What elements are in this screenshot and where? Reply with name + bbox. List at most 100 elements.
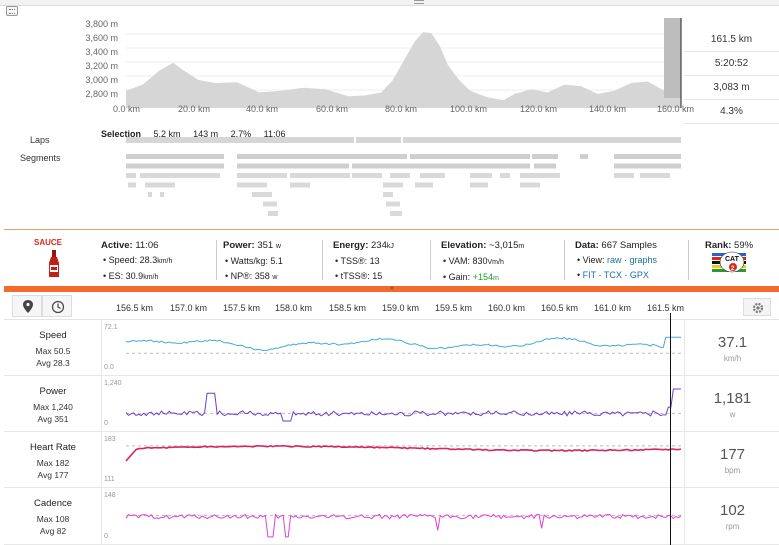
time-axis-button[interactable] <box>42 295 72 317</box>
elev-x-tick: 20.0 km <box>178 104 211 114</box>
selection-highlight <box>664 18 681 98</box>
fit-export-link[interactable]: FIT <box>582 270 596 280</box>
view-raw-link[interactable]: raw <box>607 255 622 265</box>
data-value: 667 Samples <box>601 240 657 251</box>
drag-handle-icon[interactable] <box>414 0 424 4</box>
segment-bar <box>290 182 310 188</box>
chart-title: Speed <box>39 330 67 341</box>
energy-value: 234 <box>371 240 387 251</box>
chart-avg: Avg 82 <box>39 526 67 536</box>
speed-unit: km/h <box>157 258 173 265</box>
view-graphs-link[interactable]: graphs <box>629 255 658 265</box>
segment-bar <box>470 173 492 178</box>
wkg-stat: • Watts/kg: 5.1 <box>225 256 283 266</box>
elev-y-tick: 3,600 m <box>85 33 118 43</box>
gpx-export-link[interactable]: GPX <box>629 270 649 280</box>
gear-icon <box>752 302 764 314</box>
chart-scale-min: 0 <box>104 420 108 427</box>
panel-divider[interactable]: » <box>4 285 779 292</box>
chart-title: Cadence <box>33 498 73 509</box>
tss-stat: • TSS®: 13 <box>335 256 380 266</box>
keyboard-icon[interactable] <box>6 6 18 16</box>
chart-max: Max 108 <box>36 514 70 524</box>
chart-unit: km/h <box>723 354 742 363</box>
graph-x-tick: 159.5 km <box>435 303 473 313</box>
chart-line <box>125 388 681 422</box>
segment-bar <box>614 154 681 159</box>
energy-unit: kJ <box>386 243 394 250</box>
settings-button[interactable] <box>743 298 771 316</box>
chart-label: Heart Rate Max 182 Avg 177 <box>4 432 102 487</box>
elev-unit: m <box>518 243 525 250</box>
chart-line <box>125 444 682 462</box>
graph-x-tick: 156.5 km <box>116 303 154 313</box>
sauce-bottle-icon <box>49 250 59 277</box>
elev-x-tick: 100.0 km <box>450 104 488 114</box>
stat-time: 5:20:52 <box>684 52 779 76</box>
activity-summary: SAUCE Active: 11:06 • Speed: 28.3km/h • … <box>4 229 779 286</box>
chart-scale-max: 183 <box>104 436 116 443</box>
clock-icon <box>51 300 65 314</box>
sauce-logo: SAUCE <box>34 238 63 247</box>
chart-scale-min: 0.0 <box>104 364 114 371</box>
chart-value: 177 <box>719 446 746 463</box>
rank-label: Rank: <box>705 240 732 251</box>
segment-bar <box>470 182 488 188</box>
chart-avg: Avg 28.3 <box>36 358 70 368</box>
segment-bar <box>390 173 410 178</box>
chart-row-heart-rate: Heart Rate Max 182 Avg 177 183 111 177 bpm <box>4 432 779 488</box>
summary-divider <box>216 240 217 280</box>
summary-divider <box>322 240 323 280</box>
elev-x-tick: 60.0 km <box>316 104 349 114</box>
chart-scale-max: 148 <box>104 492 116 499</box>
chart-title: Heart Rate <box>30 442 76 453</box>
chart-line <box>125 513 682 538</box>
segment-bar <box>383 182 403 188</box>
segment-bar <box>237 173 287 178</box>
tcx-export-link[interactable]: TCX <box>603 270 622 280</box>
summary-divider <box>688 240 689 280</box>
elev-y-tick: 3,000 m <box>85 75 118 85</box>
chart-plot <box>125 513 682 538</box>
segment-bar <box>580 154 588 159</box>
chart-current-value: 1,181 w <box>684 376 779 431</box>
collapse-chevron-icon[interactable]: » <box>390 285 394 292</box>
graph-cursor[interactable] <box>670 313 671 545</box>
chart-max: Max 1,240 <box>33 402 73 412</box>
active-column: Active: 11:06 • Speed: 28.3km/h • ES: 30… <box>101 238 172 285</box>
data-column: Data: 667 Samples • View: raw · graphs •… <box>575 240 658 280</box>
elevation-chart[interactable] <box>0 10 779 228</box>
rank-column: Rank: 59% <box>705 238 753 253</box>
top-bar <box>0 0 779 6</box>
es-stat: • ES: 30.9 <box>103 271 144 281</box>
segment-bar <box>390 211 402 216</box>
segment-bar <box>237 163 349 169</box>
segment-bar <box>500 173 510 178</box>
chart-scale-max: 1,240 <box>104 380 122 387</box>
stat-grade: 4.3% <box>684 100 779 124</box>
energy-label: Energy: <box>333 240 369 251</box>
segment-bar <box>126 154 224 159</box>
cat-label: CAT <box>725 256 740 263</box>
map-pin-icon <box>23 300 33 313</box>
chart-label: Cadence Max 108 Avg 82 <box>4 488 102 544</box>
stat-elevation: 3,083 m <box>684 76 779 100</box>
np-stat: • NP®: 358 <box>225 271 270 281</box>
map-pin-button[interactable] <box>12 295 42 317</box>
chart-unit: bpm <box>724 466 741 475</box>
chart-unit: w <box>729 410 736 419</box>
segment-bar <box>415 182 433 188</box>
category-badge-icon: CAT 2 <box>712 251 746 273</box>
segment-bar <box>420 173 445 178</box>
elev-y-tick: 2,800 m <box>85 89 118 99</box>
energy-column: Energy: 234kJ • TSS®: 13 • tTSS®: 15 <box>333 238 394 284</box>
segment-bar <box>410 154 530 159</box>
selection-time: 11:06 <box>263 129 286 139</box>
segment-bar <box>268 211 278 216</box>
selection-summary: Selection 5.2 km 143 m 2.7% 11:06 <box>101 129 295 139</box>
active-value: 11:06 <box>135 240 159 251</box>
chart-unit: rpm <box>725 522 740 531</box>
segment-bar <box>237 182 267 188</box>
chart-title: Power <box>39 386 67 397</box>
chart-max: Max 50.5 <box>35 346 71 356</box>
